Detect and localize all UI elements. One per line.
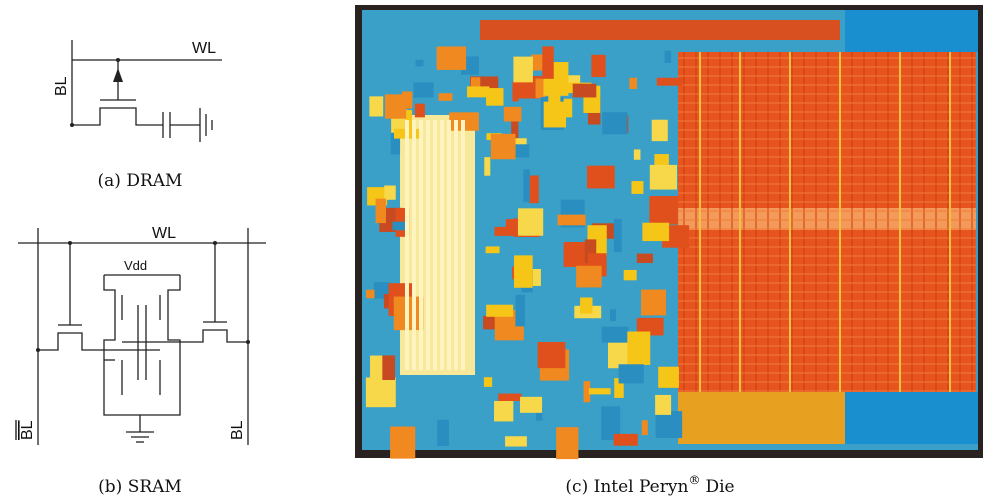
die-detail (529, 176, 539, 204)
die-detail (384, 185, 396, 199)
die-detail (649, 196, 678, 224)
die-detail (437, 420, 449, 446)
die-detail (369, 96, 383, 116)
die-detail (505, 436, 527, 446)
die-detail (484, 157, 490, 176)
die-detail (426, 120, 430, 370)
die-detail (637, 254, 653, 263)
die-detail (484, 377, 492, 387)
die-detail (366, 377, 396, 407)
die-detail (631, 181, 643, 194)
die-detail (556, 427, 578, 459)
die-detail (532, 269, 541, 286)
die-detail (413, 82, 433, 97)
die-detail (415, 104, 425, 118)
die-detail (382, 355, 395, 380)
die-detail (515, 295, 525, 326)
die-detail (504, 107, 522, 122)
die-detail (447, 120, 451, 370)
wl-label: WL (192, 40, 216, 57)
die-detail (542, 46, 553, 78)
die-photo (355, 5, 983, 459)
caption: (c) Intel Peryn®Die (565, 473, 734, 497)
die-detail (602, 112, 627, 134)
die-detail (627, 332, 650, 365)
wl-label: WL (152, 225, 176, 242)
bl-label: BL (229, 420, 246, 440)
die-detail (642, 223, 669, 241)
figure: WL BL (a) DRAM WL Vdd BL (0, 0, 996, 499)
die-detail (665, 51, 672, 63)
die-detail (591, 55, 605, 77)
die-detail (652, 120, 668, 141)
die-detail (658, 367, 679, 388)
die-detail (624, 270, 637, 280)
die-detail (440, 120, 444, 370)
die-detail (576, 266, 602, 288)
die-detail (390, 427, 415, 459)
die-detail (433, 120, 437, 370)
die-detail (437, 46, 466, 69)
die-detail (523, 169, 530, 202)
caption: (a) DRAM (98, 171, 183, 191)
die-detail (405, 120, 409, 370)
die-detail (558, 215, 586, 226)
die-detail (439, 93, 453, 101)
die-detail (587, 166, 615, 189)
die-detail (614, 219, 622, 252)
die-detail (589, 388, 611, 394)
die-detail (412, 120, 416, 370)
die-detail (656, 411, 683, 438)
die-detail (486, 305, 513, 317)
die-detail (619, 364, 644, 383)
die-detail (402, 91, 412, 108)
die-detail (461, 120, 465, 370)
die-detail (538, 342, 566, 368)
die-detail (634, 149, 641, 159)
die-detail (454, 120, 458, 370)
caption: (b) SRAM (98, 477, 182, 497)
die-detail (486, 246, 500, 253)
die-detail (657, 78, 683, 86)
die-detail (514, 255, 533, 287)
vdd-label: Vdd (124, 258, 147, 273)
die-detail (650, 165, 677, 190)
die-detail (629, 78, 637, 89)
die-detail (642, 420, 648, 435)
die-detail (602, 327, 629, 343)
die-detail (580, 297, 592, 313)
die-detail (518, 208, 543, 235)
die-detail (498, 394, 521, 401)
die-detail (419, 120, 423, 370)
die-detail (512, 82, 518, 102)
die-detail (520, 397, 542, 413)
die-detail (376, 199, 386, 223)
die-detail (471, 77, 480, 87)
die-detail (366, 290, 374, 298)
die-detail (655, 395, 671, 415)
die-detail (614, 434, 638, 446)
die-detail (610, 309, 616, 321)
die-detail (641, 290, 666, 316)
die-detail (467, 86, 489, 97)
die-detail (416, 60, 424, 67)
bl-label: BL (53, 76, 70, 96)
die-detail (513, 57, 533, 83)
die-detail (573, 84, 597, 98)
bl-bar-label: BL (19, 420, 36, 440)
die-detail (494, 401, 513, 421)
die-detail (491, 134, 516, 159)
